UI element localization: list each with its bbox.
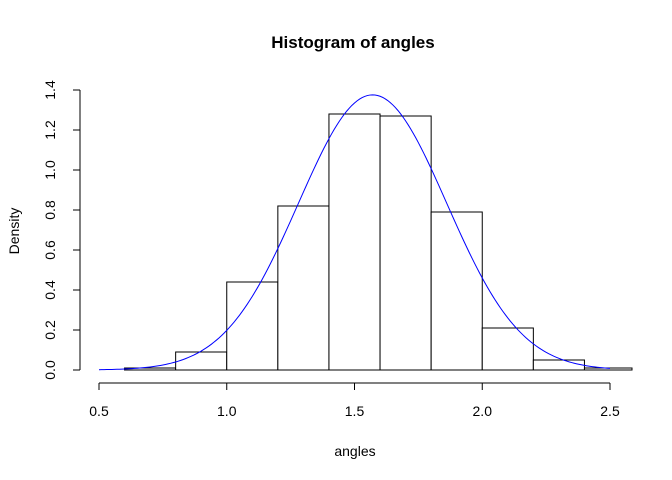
y-tick-label-1: 0.2 [42, 320, 58, 340]
x-tick-label-0: 0.5 [89, 403, 109, 419]
y-tick-label-7: 1.4 [42, 80, 58, 100]
histogram-bar-2 [226, 281, 279, 371]
y-axis-title: Density [6, 208, 22, 255]
y-axis: 0.0 0.2 0.4 0.6 0.8 1.0 1.2 1.4 [42, 80, 81, 380]
histogram-bar-3 [277, 205, 330, 371]
y-tick-label-6: 1.2 [42, 120, 58, 140]
histogram-bar-8 [532, 359, 585, 371]
histogram-bars [124, 113, 633, 371]
x-tick-label-2: 1.5 [345, 403, 365, 419]
y-tick-label-3: 0.6 [42, 240, 58, 260]
x-tick-label-4: 2.5 [600, 403, 620, 419]
y-tick-label-2: 0.4 [42, 280, 58, 300]
x-axis: 0.5 1.0 1.5 2.0 2.5 [89, 382, 620, 419]
x-tick-label-3: 2.0 [473, 403, 493, 419]
histogram-bar-1 [175, 351, 228, 371]
y-tick-label-0: 0.0 [42, 360, 58, 380]
y-tick-label-4: 0.8 [42, 200, 58, 220]
x-axis-title: angles [334, 443, 375, 459]
chart-title: Histogram of angles [271, 33, 434, 52]
histogram-bar-4 [328, 113, 381, 371]
x-tick-label-1: 1.0 [217, 403, 237, 419]
histogram-bar-5 [379, 115, 432, 371]
histogram-bar-7 [481, 327, 534, 371]
y-tick-label-5: 1.0 [42, 160, 58, 180]
density-curve [98, 94, 611, 371]
histogram-bar-6 [430, 211, 483, 371]
